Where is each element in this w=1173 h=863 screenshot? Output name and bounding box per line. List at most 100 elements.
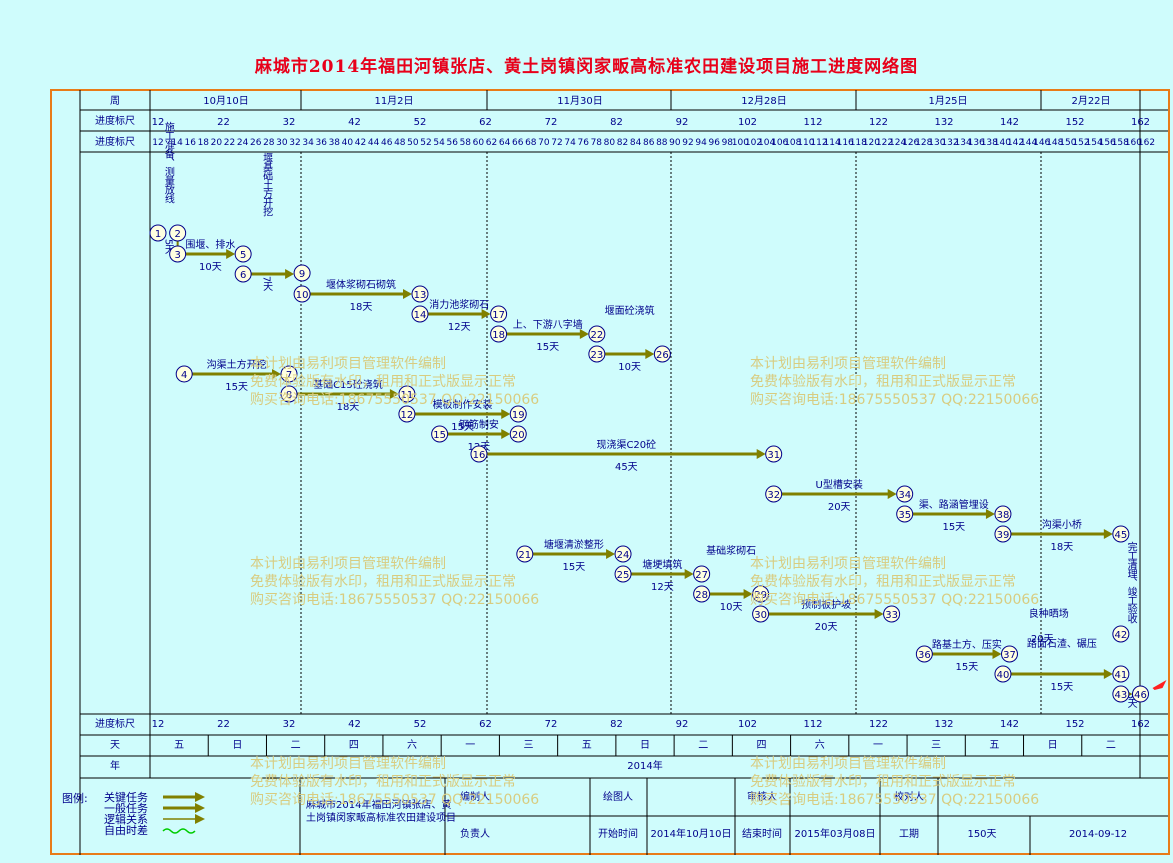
minor-tick-label: 78 [591,138,603,148]
finish-flag-icon [1152,680,1167,690]
event-node-number: 7 [286,370,292,381]
footer-tick-label: 102 [738,719,757,730]
task-name: 堰体浆砌石砌筑 [326,278,396,291]
arrow-head [389,389,399,399]
footer-tick-label: 162 [1131,719,1150,730]
minor-tick-label: 42 [355,138,366,148]
event-node-number: 4 [181,370,187,381]
minor-tick-label: 160 [1125,138,1142,148]
minor-tick-label: 158 [1112,138,1129,148]
task-name: 钢筋制安 [459,418,499,431]
task-arrow [781,489,897,499]
event-node-number: 45 [1114,530,1127,541]
legend-wave-line [162,828,196,834]
footer-tick-label: 62 [479,719,492,730]
event-node-circle [516,545,534,563]
weekday-label: 五 [582,740,592,751]
manager-label: 负责人 [460,827,490,840]
task-arrow [506,329,589,339]
arrow-head [756,449,766,459]
weekday-label: 二 [291,740,301,751]
task-duration: 15天 [451,422,474,433]
week-label: 周 [110,95,120,107]
arrow-head [501,409,511,419]
task-arrow [192,369,281,379]
minor-tick-label: 28 [263,138,275,148]
major-tick-label: 52 [414,117,427,128]
task-name: 路基土方、压实 [932,638,1002,651]
minor-tick-label: 156 [1099,138,1116,148]
weekday-label: 三 [524,740,534,751]
week-date: 11月2日 [374,95,413,107]
minor-tick-label: 66 [512,138,524,148]
legend-item-float: 自由时差 [104,824,148,837]
minor-tick-label: 70 [538,138,550,148]
event-node-circle [765,445,783,463]
minor-tick-label: 22 [224,138,235,148]
event-node-number: 42 [1114,630,1127,641]
event-node-number: 24 [617,550,630,561]
task-arrow [428,309,491,319]
project-name: 土岗镇闵家畈高标准农田建设项目 [306,811,456,824]
task-arrow [297,389,399,399]
minor-tick-label: 106 [771,138,788,148]
weekday-label: 五 [989,740,999,751]
minor-tick-label: 146 [1033,138,1050,148]
arrow-head [226,249,236,259]
free-task-label: 良种晒场 [1029,607,1069,620]
footer-tick-label: 22 [217,719,230,730]
minor-tick-label: 150 [1059,138,1076,148]
legend-item-logic: 逻辑关系 [104,813,148,826]
event-node-circle [994,665,1012,683]
minor-tick-label: 82 [617,138,628,148]
task-arrow [631,569,694,579]
minor-tick-label: 64 [499,138,511,148]
minor-tick-first: 12 [152,138,163,148]
minor-tick-label: 80 [604,138,616,148]
minor-tick-label: 84 [630,138,642,148]
event-node-circle [293,264,311,282]
arrow-head [579,329,589,339]
task-duration: 15天 [536,342,559,353]
event-node-number: 6 [240,270,246,281]
minor-tick-label: 136 [968,138,985,148]
weekday-label: 一 [873,740,883,751]
major-tick-label: 92 [676,117,689,128]
task-name: 模板制作安装 [433,398,493,411]
major-tick-label: 122 [869,117,888,128]
event-nodes: 1 234567891011121314151617181920212223242… [149,224,1167,703]
event-node-circle [1112,625,1130,643]
event-node-number: 29 [754,590,767,601]
event-node-circle [280,385,298,403]
legend-arrow-head [195,792,205,802]
event-node-number: 19 [512,410,525,421]
event-node-number: 10 [296,290,309,301]
weekday-label: 二 [698,740,708,751]
arrow-head [1103,529,1113,539]
event-node-number: 38 [997,510,1010,521]
timescale-footer: 12 22 32 42 52 62 72 82 92 102 112 122 132 142 152 162 进… [95,717,1150,772]
event-node-circle [693,565,711,583]
free-task-label: 基础浆砌石 [706,544,756,557]
event-node-circle [280,365,298,383]
footer-tick-label: 122 [869,719,888,730]
task-name: 现浇渠C20砼 [596,438,656,451]
task-arrow [414,409,511,419]
weekday-label: 五 [174,740,184,751]
arrow-head [684,569,694,579]
project-name: 麻城市2014年福田河镇张店、黄 [306,798,451,811]
event-node-circle [765,485,783,503]
minor-tick-label: 162 [1138,138,1155,148]
task-duration: 20天 [828,502,851,513]
minor-tick-label: 40 [342,138,354,148]
task-arrow [251,269,295,279]
task-name: 上、下游八字墙 [513,318,583,331]
arrow-head [1103,669,1113,679]
event-node-circle [411,305,429,323]
minor-tick-label: 88 [656,138,668,148]
minor-tick-label: 16 [184,138,196,148]
minor-tick-label: 108 [784,138,801,148]
task-name: 消力池浆砌石 [429,298,489,311]
task-name: 基础C15砼浇筑 [313,378,383,391]
minor-tick-label: 38 [329,138,341,148]
